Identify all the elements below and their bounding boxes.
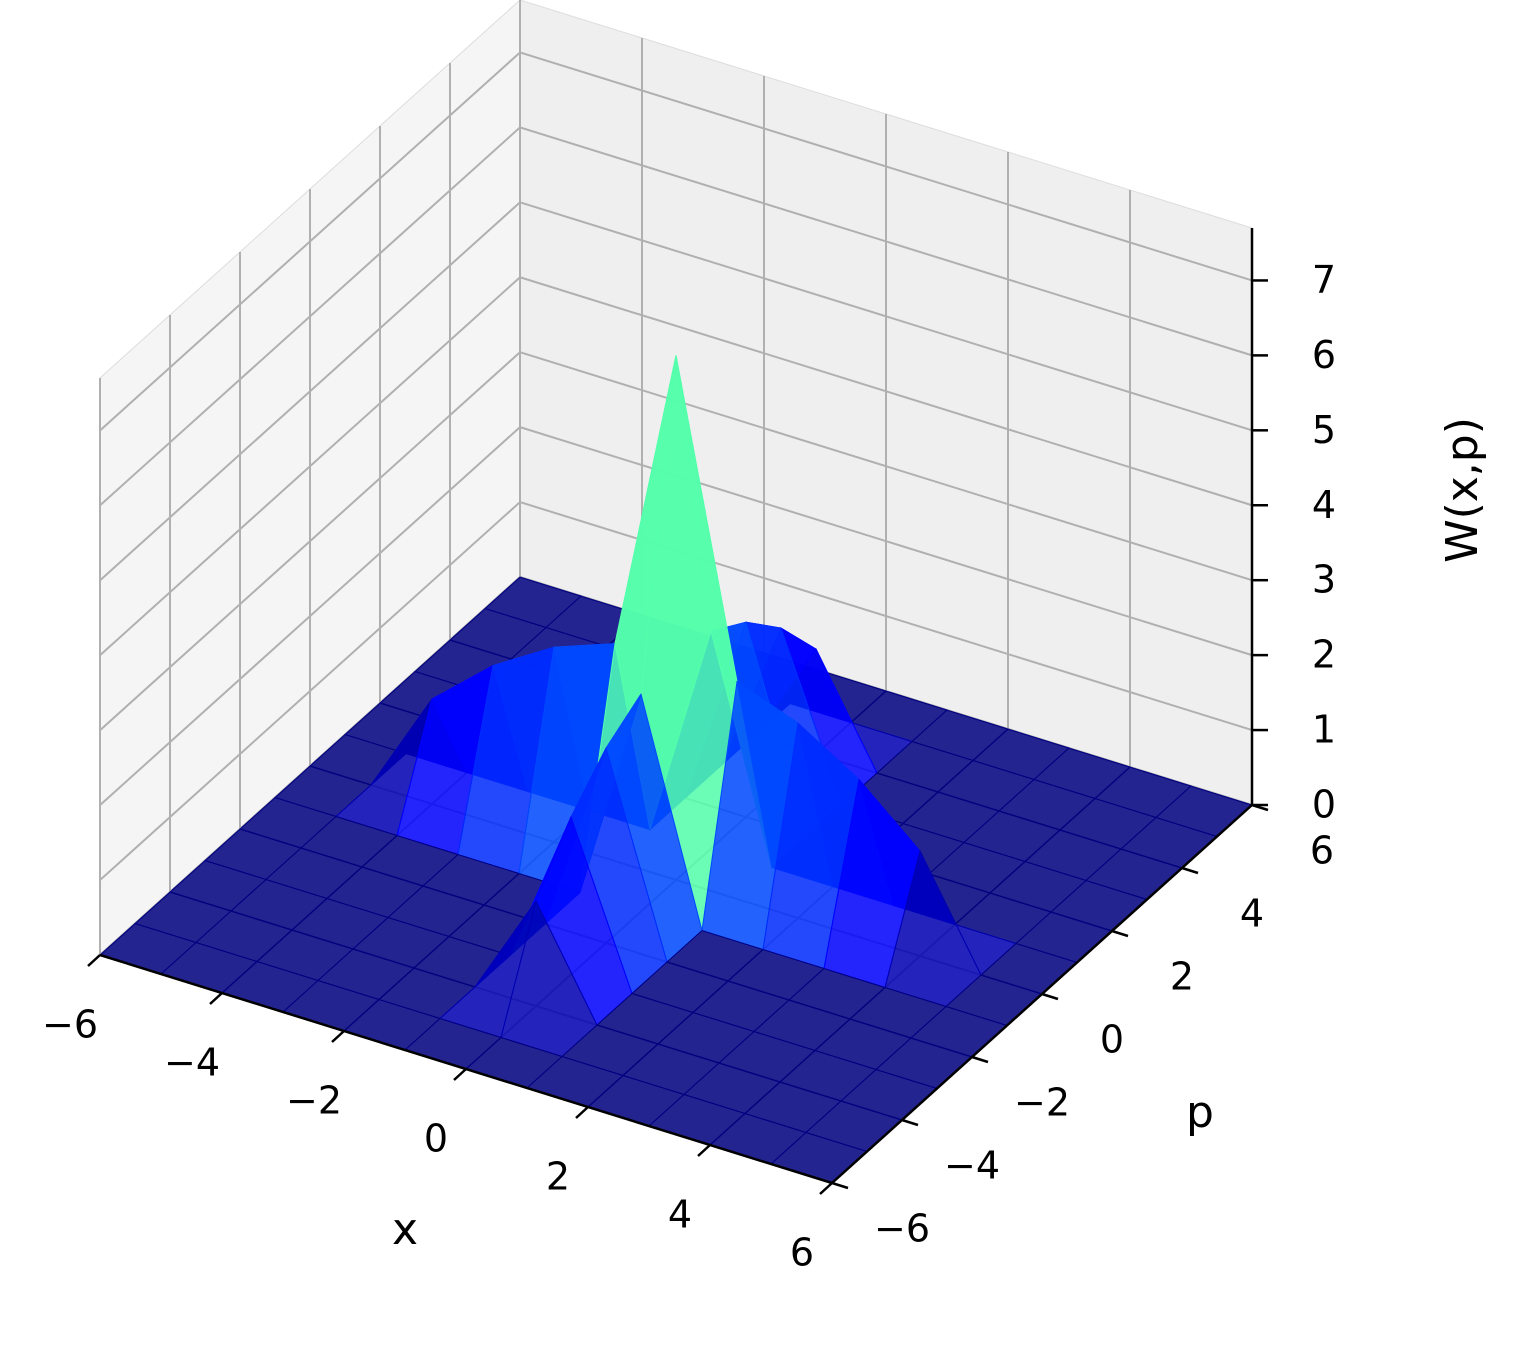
tick-mark bbox=[697, 1144, 711, 1157]
z-tick-label: 2 bbox=[1312, 633, 1336, 677]
tick-mark bbox=[331, 1030, 345, 1043]
grid-line bbox=[99, 426, 521, 806]
z-tick-label: 6 bbox=[1312, 333, 1336, 377]
x-tick-label: 0 bbox=[424, 1117, 448, 1161]
tick-mark bbox=[1181, 866, 1199, 875]
grid-line bbox=[99, 201, 521, 582]
z-tick-label: 7 bbox=[1312, 258, 1336, 302]
grid-line bbox=[519, 351, 1253, 582]
p-tick-label: 0 bbox=[1100, 1018, 1124, 1062]
tick-mark bbox=[453, 1068, 467, 1081]
z-tick-label: 3 bbox=[1312, 558, 1336, 602]
x-tick-label: −6 bbox=[42, 1003, 98, 1047]
grid-line bbox=[99, 501, 521, 881]
p-axis-title: p bbox=[1186, 1087, 1214, 1138]
tick-mark bbox=[1111, 929, 1129, 938]
grid-line bbox=[99, 351, 521, 731]
z-axis-title: W(x,p) bbox=[1437, 417, 1488, 563]
x-axis-title: x bbox=[392, 1204, 418, 1255]
p-tick-label: 4 bbox=[1240, 892, 1264, 936]
tick-mark bbox=[831, 1181, 849, 1190]
p-tick-label: −4 bbox=[944, 1144, 1000, 1188]
tick-mark bbox=[971, 1055, 989, 1064]
p-tick-label: −2 bbox=[1014, 1081, 1070, 1125]
grid-line bbox=[99, 126, 521, 507]
tick-mark bbox=[901, 1118, 919, 1127]
x-tick-label: 6 bbox=[790, 1231, 814, 1275]
grid-line bbox=[99, 51, 521, 432]
tick-mark bbox=[209, 992, 223, 1005]
tick-mark bbox=[1041, 992, 1059, 1001]
p-tick-label: 6 bbox=[1310, 829, 1334, 873]
x-tick-label: −2 bbox=[286, 1079, 342, 1123]
x-tick-label: −4 bbox=[164, 1041, 220, 1085]
z-tick-label: 4 bbox=[1312, 483, 1336, 527]
z-tick-label: 0 bbox=[1312, 783, 1336, 827]
grid-line bbox=[519, 126, 1253, 357]
grid-line bbox=[519, 51, 1253, 282]
p-tick-label: −6 bbox=[874, 1207, 930, 1251]
z-tick-label: 1 bbox=[1312, 708, 1336, 752]
tick-mark bbox=[819, 1182, 833, 1195]
grid-line bbox=[519, 276, 1253, 507]
x-tick-label: 2 bbox=[546, 1155, 570, 1199]
x-tick-label: 4 bbox=[668, 1193, 692, 1237]
tick-mark bbox=[575, 1106, 589, 1119]
z-tick-label: 5 bbox=[1312, 408, 1336, 452]
grid-line bbox=[519, 426, 1253, 657]
grid-line bbox=[99, 276, 521, 657]
p-tick-label: 2 bbox=[1170, 955, 1194, 999]
grid-line bbox=[519, 201, 1253, 432]
tick-mark bbox=[87, 954, 101, 967]
